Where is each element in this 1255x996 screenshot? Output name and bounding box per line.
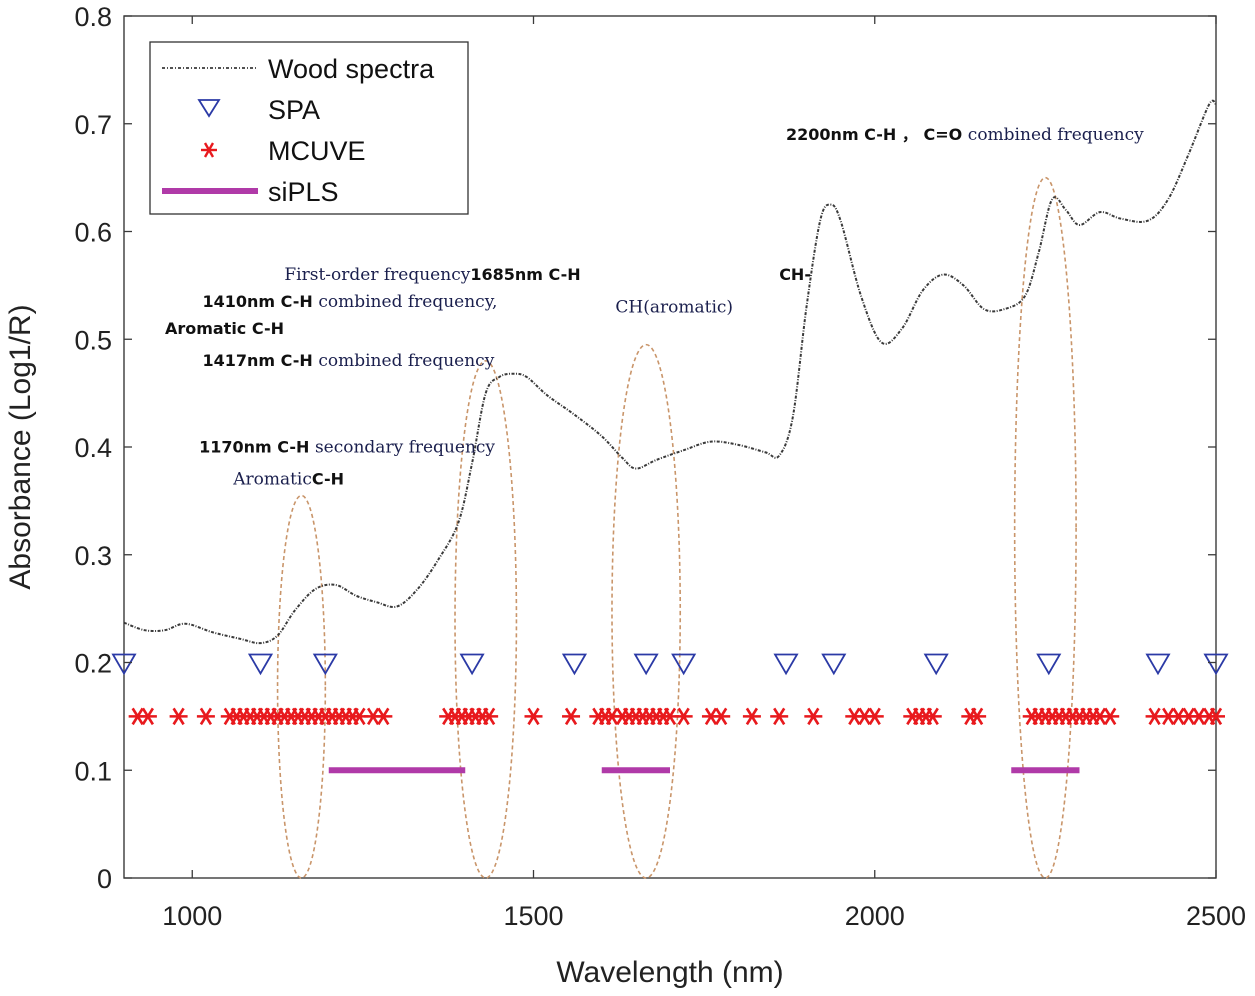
annotation-part: Aromatic — [232, 470, 312, 490]
spa-marker — [1036, 653, 1062, 676]
annotation-text: 2200nm C-H ， C=O combined frequency — [786, 125, 1144, 145]
y-tick-label: 0.3 — [74, 541, 112, 571]
annotation-part: 1685nm C-H — [470, 265, 580, 284]
annotation-part: CH- — [779, 265, 811, 284]
highlight-ellipse — [276, 494, 327, 879]
legend-box — [149, 41, 469, 215]
annotation-text: Aromatic C-H — [165, 319, 284, 338]
mcuve-marker — [169, 707, 188, 726]
highlight-ellipses — [276, 176, 1077, 879]
annotation-part: 1170nm C-H — [199, 437, 315, 456]
mcuve-marker — [480, 707, 499, 726]
legend: Wood spectra SPA MCUVE siPLS — [149, 41, 469, 215]
mcuve-marker — [138, 707, 157, 726]
spa-marker — [923, 653, 949, 676]
annotation-text: CH- — [779, 265, 811, 284]
spa-marker — [111, 653, 137, 676]
spa-marker — [312, 653, 338, 676]
mcuve-marker — [374, 707, 393, 726]
y-tick-label: 0.1 — [74, 756, 112, 786]
annotation-part: C-H — [312, 470, 344, 489]
legend-marker-mcuve — [201, 142, 217, 158]
annotation-part: CH(aromatic) — [615, 297, 733, 317]
highlight-ellipse — [454, 360, 518, 879]
wood-spectra-series — [123, 99, 1217, 645]
y-tick-label: 0.7 — [74, 110, 112, 140]
annotation-part: combined frequency — [318, 351, 494, 371]
legend-marker-spa — [197, 99, 221, 118]
x-tick-label: 1000 — [162, 901, 222, 931]
legend-label-wood: Wood spectra — [268, 54, 435, 84]
annotation-text: 1417nm C-H combined frequency — [202, 351, 494, 371]
annotation-part: 1417nm C-H — [202, 351, 318, 370]
x-axis-ticks: 1000 1500 2000 2500 — [162, 16, 1246, 931]
y-tick-label: 0.6 — [74, 218, 112, 248]
mcuve-series — [128, 707, 1225, 726]
mcuve-marker — [968, 707, 987, 726]
spa-marker — [773, 653, 799, 676]
highlight-ellipse — [1013, 176, 1077, 879]
annotation-part: First-order frequency — [284, 265, 470, 285]
mcuve-marker — [804, 707, 823, 726]
annotation-text: CH(aromatic) — [615, 297, 733, 317]
spa-series — [111, 653, 1229, 676]
spa-marker — [633, 653, 659, 676]
mcuve-marker — [674, 707, 693, 726]
annotation-text: 1410nm C-H combined frequency, — [202, 292, 497, 312]
annotation-part: combined frequency — [968, 125, 1144, 145]
legend-label-sipls: siPLS — [268, 177, 339, 207]
x-tick-label: 2500 — [1186, 901, 1246, 931]
annotation-part: 1410nm C-H — [202, 292, 318, 311]
y-tick-label: 0.2 — [74, 649, 112, 679]
spa-marker — [821, 653, 847, 676]
annotation-part: 2200nm C-H ， C=O — [786, 125, 968, 144]
spa-marker — [247, 653, 274, 676]
wood-spectra-line — [123, 99, 1217, 645]
annotations: 1170nm C-H secondary frequencyAromaticC-… — [165, 125, 1144, 490]
y-axis-ticks: 0 0.1 0.2 0.3 0.4 0.5 0.6 0.7 0.8 — [74, 2, 1216, 894]
annotation-text: First-order frequency1685nm C-H — [284, 265, 580, 285]
mcuve-marker — [1101, 707, 1120, 726]
mcuve-marker — [742, 707, 761, 726]
y-tick-label: 0 — [97, 864, 112, 894]
annotation-part: Aromatic C-H — [165, 319, 284, 338]
mcuve-marker — [196, 707, 215, 726]
mcuve-marker — [923, 707, 942, 726]
x-tick-label: 1500 — [503, 901, 563, 931]
legend-label-spa: SPA — [268, 95, 320, 125]
spa-marker — [561, 653, 588, 676]
highlight-ellipse — [611, 343, 682, 879]
mcuve-marker — [524, 707, 543, 726]
mcuve-marker — [865, 707, 884, 726]
mcuve-marker — [1207, 707, 1225, 726]
mcuve-marker — [770, 707, 789, 726]
legend-label-mcuve: MCUVE — [268, 136, 366, 166]
annotation-text: 1170nm C-H secondary frequency — [199, 437, 495, 457]
y-axis-title: Absorbance (Log1/R) — [4, 304, 37, 589]
annotation-text: AromaticC-H — [232, 470, 344, 490]
mcuve-marker — [562, 707, 581, 726]
spa-marker — [1145, 653, 1171, 676]
spa-marker — [1203, 653, 1229, 676]
annotation-part: combined frequency, — [318, 292, 497, 312]
annotation-part: secondary frequency — [315, 437, 495, 457]
x-tick-label: 2000 — [845, 901, 905, 931]
y-tick-label: 0.8 — [74, 2, 112, 32]
spa-marker — [459, 653, 485, 676]
x-axis-title: Wavelength (nm) — [556, 956, 783, 989]
y-tick-label: 0.4 — [74, 433, 112, 463]
mcuve-marker — [712, 707, 731, 726]
y-tick-label: 0.5 — [74, 325, 112, 355]
spa-marker — [671, 653, 697, 676]
